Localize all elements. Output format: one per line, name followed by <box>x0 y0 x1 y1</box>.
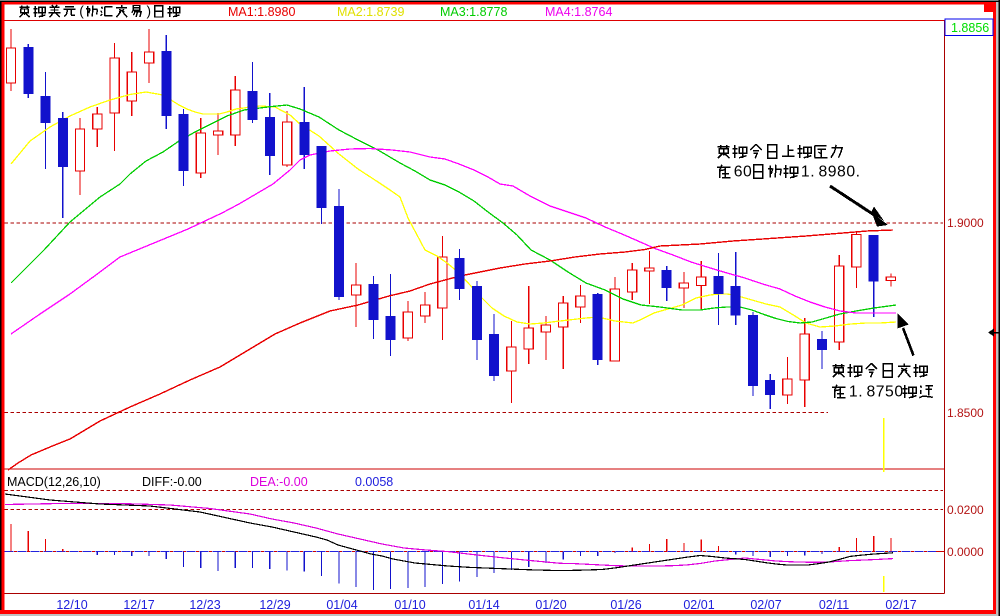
svg-text:.: . <box>856 163 860 180</box>
svg-text:0.0200: 0.0200 <box>947 503 984 517</box>
svg-text:0: 0 <box>894 383 903 400</box>
svg-text:8: 8 <box>866 383 875 400</box>
svg-text:01/26: 01/26 <box>610 598 641 612</box>
svg-text:0: 0 <box>743 163 752 180</box>
svg-text:02/17: 02/17 <box>885 598 916 612</box>
svg-text:7: 7 <box>876 383 885 400</box>
svg-text:01/20: 01/20 <box>535 598 566 612</box>
svg-text:02/11: 02/11 <box>819 598 849 612</box>
svg-text:0.0000: 0.0000 <box>947 545 984 559</box>
svg-text:DEA:-0.00: DEA:-0.00 <box>250 475 308 489</box>
svg-text:1: 1 <box>849 383 858 400</box>
svg-text:8: 8 <box>818 163 827 180</box>
svg-text:MA1:1.8980: MA1:1.8980 <box>228 5 295 19</box>
svg-text:8: 8 <box>837 163 846 180</box>
svg-text:02/01: 02/01 <box>683 598 714 612</box>
svg-text:1.9000: 1.9000 <box>947 216 984 230</box>
svg-text:01/14: 01/14 <box>468 598 499 612</box>
svg-text:01/04: 01/04 <box>326 598 357 612</box>
svg-text:12/17: 12/17 <box>123 598 154 612</box>
svg-text:(: ( <box>79 3 84 18</box>
svg-text:1: 1 <box>801 163 810 180</box>
svg-text:.: . <box>858 383 862 400</box>
svg-text:.: . <box>810 163 814 180</box>
svg-text:MA4:1.8764: MA4:1.8764 <box>545 5 612 19</box>
svg-text:0.0058: 0.0058 <box>355 475 393 489</box>
svg-text:MA3:1.8778: MA3:1.8778 <box>440 5 507 19</box>
svg-text:9: 9 <box>828 163 837 180</box>
svg-text:1.8500: 1.8500 <box>947 406 984 420</box>
svg-text:): ) <box>146 3 151 18</box>
svg-text:12/23: 12/23 <box>189 598 220 612</box>
svg-text:12/10: 12/10 <box>56 598 87 612</box>
svg-text:MA2:1.8739: MA2:1.8739 <box>337 5 404 19</box>
svg-text:6: 6 <box>734 163 743 180</box>
svg-text:5: 5 <box>885 383 894 400</box>
svg-text:0: 0 <box>846 163 855 180</box>
svg-text:12/29: 12/29 <box>259 598 290 612</box>
svg-text:02/07: 02/07 <box>750 598 781 612</box>
svg-text:DIFF:-0.00: DIFF:-0.00 <box>142 475 202 489</box>
svg-text:1.8856: 1.8856 <box>951 21 989 35</box>
svg-text:01/10: 01/10 <box>394 598 425 612</box>
svg-text:MACD(12,26,10): MACD(12,26,10) <box>7 475 101 489</box>
